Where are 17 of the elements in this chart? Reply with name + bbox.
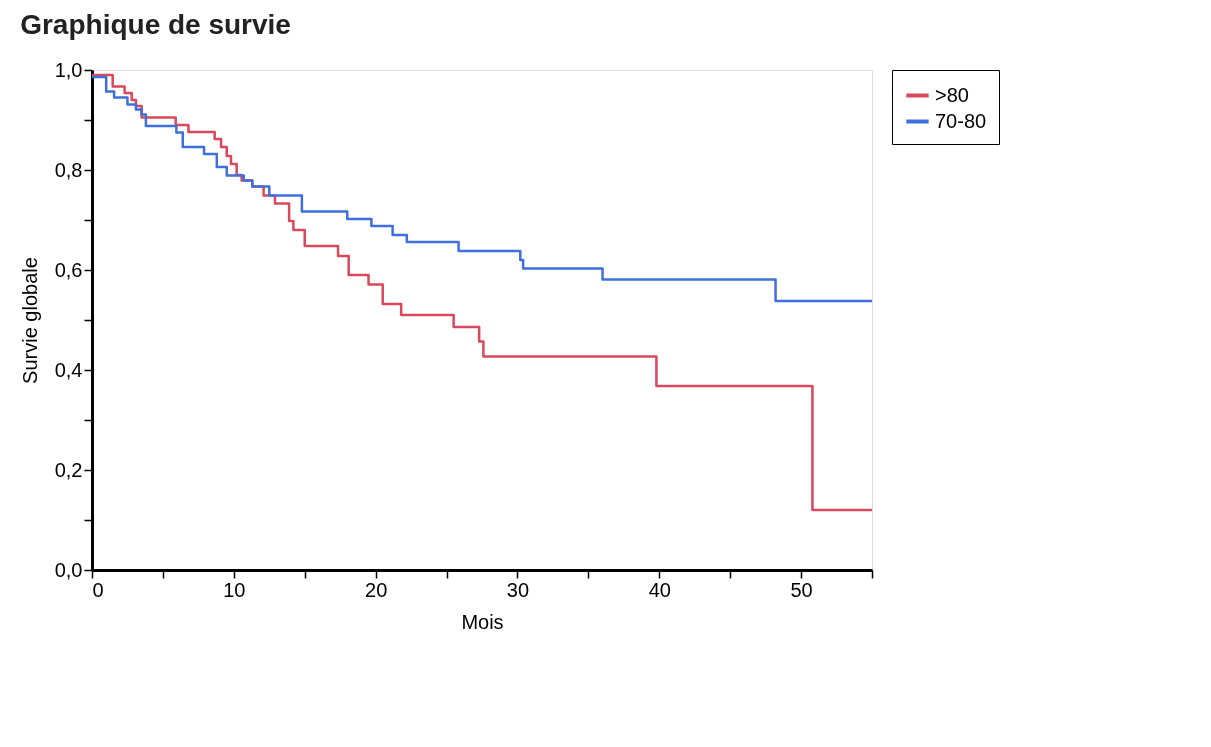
legend-label: >80 xyxy=(935,83,969,106)
chart-title: Graphique de survie xyxy=(20,9,291,40)
y-tick-label: 1,0 xyxy=(54,58,83,81)
y-tick-label: 0,2 xyxy=(54,458,83,481)
legend-label: 70-80 xyxy=(935,109,987,132)
x-tick-label: 0 xyxy=(92,578,104,601)
x-axis-title: Mois xyxy=(461,610,504,633)
x-tick-label: 30 xyxy=(506,578,530,601)
x-tick-label: 40 xyxy=(648,578,671,601)
y-tick-label: 0,0 xyxy=(54,558,83,581)
x-tick-label: 10 xyxy=(223,578,246,601)
x-tick-label: 20 xyxy=(365,578,388,601)
y-tick-label: 0,6 xyxy=(54,258,83,281)
y-tick-label: 0,4 xyxy=(54,358,83,381)
x-tick-label: 50 xyxy=(790,578,813,601)
y-tick-label: 0,8 xyxy=(54,158,83,181)
y-axis-title: Survie globale xyxy=(18,257,41,384)
